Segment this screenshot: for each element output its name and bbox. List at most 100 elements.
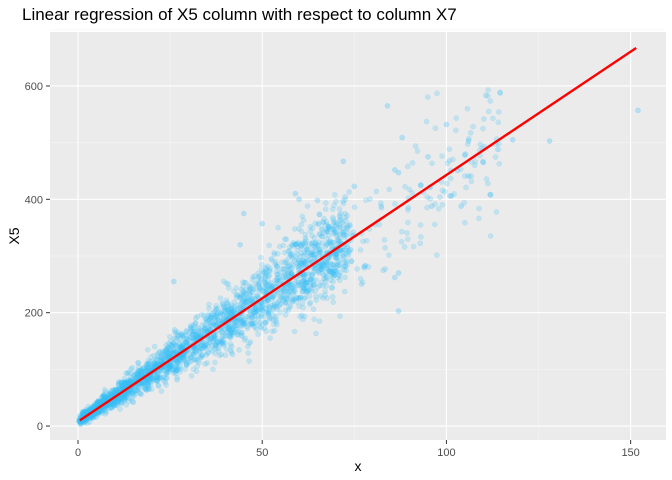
data-point [311, 316, 318, 323]
data-point [95, 398, 102, 405]
data-point [219, 329, 225, 335]
data-point [206, 316, 213, 323]
data-point [196, 359, 202, 366]
data-point [376, 221, 383, 228]
data-point [123, 370, 130, 376]
data-point [283, 257, 289, 264]
data-point [325, 223, 332, 230]
data-point [81, 419, 88, 426]
data-point [357, 247, 364, 253]
data-point [304, 257, 311, 264]
data-point [480, 159, 487, 166]
data-point [378, 200, 384, 206]
data-point [323, 227, 330, 233]
data-point [176, 357, 182, 363]
data-point [144, 361, 150, 367]
data-point [256, 320, 263, 327]
data-point [193, 347, 199, 354]
data-point [336, 217, 343, 223]
data-point [405, 207, 411, 213]
data-point [231, 304, 238, 310]
data-point [154, 361, 161, 368]
data-point [118, 393, 125, 400]
data-point [121, 379, 128, 386]
data-point [270, 307, 276, 313]
data-point [286, 288, 293, 295]
data-point [143, 366, 150, 372]
data-point [493, 209, 500, 215]
data-point [444, 180, 450, 187]
data-point [338, 217, 344, 223]
data-point [306, 301, 313, 308]
data-point [168, 350, 175, 357]
data-point [213, 321, 220, 327]
data-point [226, 308, 232, 315]
data-point [321, 275, 327, 282]
data-point [289, 285, 295, 292]
data-point [228, 311, 235, 318]
data-point [254, 282, 261, 288]
data-point [176, 344, 183, 351]
data-point [127, 377, 134, 384]
data-point [487, 191, 493, 198]
data-point [113, 398, 119, 404]
data-point [152, 362, 158, 368]
data-point [126, 379, 133, 386]
data-point [215, 320, 221, 327]
data-point [268, 284, 275, 291]
data-point [240, 303, 246, 309]
data-point [280, 291, 286, 298]
data-point [249, 297, 256, 304]
data-point [176, 357, 183, 363]
data-point [378, 205, 385, 211]
data-point [424, 94, 431, 100]
data-point [297, 313, 303, 320]
data-point [249, 276, 256, 283]
data-point [225, 325, 232, 332]
data-point [266, 314, 273, 320]
data-point [284, 299, 290, 306]
data-point [635, 107, 641, 114]
data-point [131, 393, 137, 399]
data-point [280, 242, 287, 249]
data-point [270, 321, 277, 328]
data-point [255, 315, 262, 321]
data-point [308, 276, 314, 283]
data-point [117, 406, 123, 412]
data-point [342, 210, 349, 217]
y-tick-label: 200 [25, 308, 43, 320]
data-point [343, 247, 350, 254]
data-point [133, 375, 139, 381]
data-point [293, 295, 300, 302]
data-point [95, 400, 101, 406]
data-point [321, 215, 327, 222]
data-point [226, 333, 233, 339]
data-point [342, 196, 348, 203]
data-point [282, 259, 288, 266]
data-point [290, 284, 296, 290]
data-point [192, 320, 199, 327]
data-point [192, 320, 199, 326]
data-point [201, 327, 208, 333]
data-point [173, 343, 180, 349]
data-point [222, 305, 228, 312]
data-point [190, 322, 197, 329]
data-point [327, 277, 334, 284]
data-point [229, 320, 235, 327]
data-point [327, 268, 333, 275]
data-point [206, 305, 212, 312]
data-point [302, 260, 309, 266]
data-point [340, 252, 347, 259]
data-point [243, 299, 249, 306]
data-point [329, 261, 336, 268]
data-point [153, 356, 159, 363]
data-point [159, 348, 166, 355]
data-point [95, 397, 102, 404]
data-point [312, 288, 319, 294]
data-point [125, 369, 132, 376]
data-point [243, 320, 249, 326]
data-point [151, 363, 157, 370]
data-point [382, 266, 389, 272]
data-point [306, 256, 313, 263]
data-point [268, 256, 275, 262]
